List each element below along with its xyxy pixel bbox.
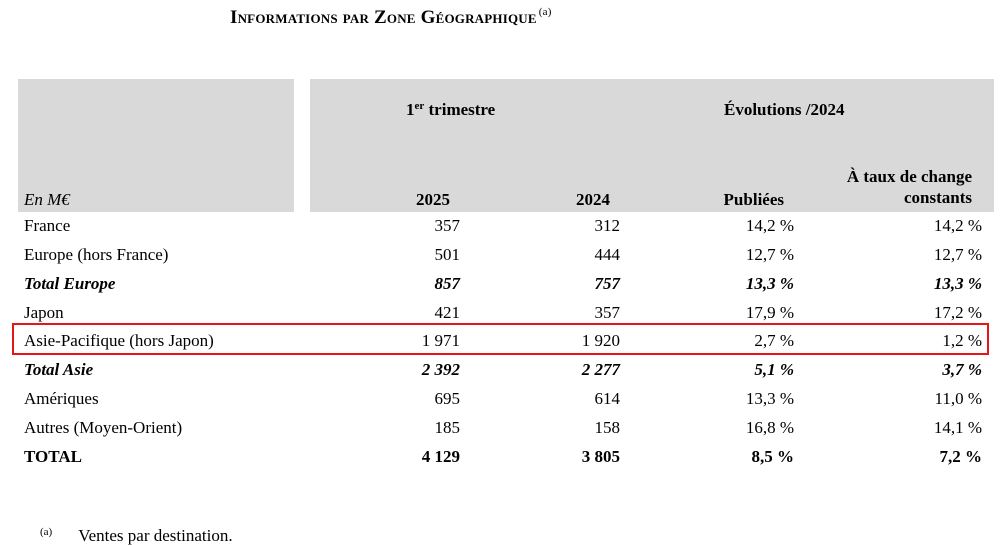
row-taux-constants: 17,2 %	[933, 303, 982, 322]
row-value-2025: 695	[434, 389, 461, 408]
footnote: (a) Ventes par destination.	[40, 526, 233, 545]
row-taux-constants: 7,2 %	[939, 447, 983, 466]
row-taux-constants: 12,7 %	[933, 245, 982, 264]
row-taux-constants: 13,3 %	[933, 274, 982, 293]
header-col-2024: 2024	[576, 190, 610, 209]
header-trimestre: 1er trimestre	[406, 100, 496, 119]
row-value-2025: 857	[434, 274, 461, 293]
row-value-2025: 185	[434, 418, 461, 437]
row-publiees: 8,5 %	[751, 447, 795, 466]
header-evolutions: Évolutions /2024	[724, 100, 845, 119]
row-label: France	[24, 216, 71, 235]
row-publiees: 14,2 %	[745, 216, 794, 235]
row-value-2025: 421	[434, 303, 461, 322]
row-label: Autres (Moyen-Orient)	[24, 418, 183, 437]
row-value-2024: 3 805	[581, 447, 620, 466]
row-value-2025: 501	[434, 245, 461, 264]
table-row-highlighted: Asie-Pacifique (hors Japon) 1 971 1 920 …	[18, 326, 994, 355]
row-value-2025: 357	[434, 216, 461, 235]
row-value-2024: 158	[594, 418, 621, 437]
row-value-2024: 1 920	[581, 331, 620, 350]
title-text: Informations par Zone Géographique	[230, 7, 537, 28]
row-publiees: 2,7 %	[754, 331, 794, 350]
row-label: Asie-Pacifique (hors Japon)	[24, 331, 214, 350]
row-value-2024: 444	[594, 245, 621, 264]
row-taux-constants: 3,7 %	[942, 360, 982, 379]
row-publiees: 17,9 %	[745, 303, 794, 322]
row-taux-constants: 1,2 %	[942, 331, 982, 350]
row-taux-constants: 14,2 %	[933, 216, 982, 235]
row-publiees: 16,8 %	[745, 418, 794, 437]
row-value-2025: 2 392	[421, 360, 460, 379]
row-label: Total Europe	[24, 274, 116, 293]
footnote-text: Ventes par destination.	[78, 526, 233, 545]
table-row: Autres (Moyen-Orient) 185 158 16,8 % 14,…	[18, 413, 994, 442]
table-row: France 357 312 14,2 % 14,2 %	[18, 211, 994, 240]
highlight-box	[12, 323, 989, 355]
title-note-mark: (a)	[538, 6, 552, 18]
row-value-2025: 4 129	[421, 447, 460, 466]
row-label: Amériques	[24, 389, 99, 408]
header-unit: En M€	[24, 190, 70, 209]
row-label: TOTAL	[24, 447, 82, 466]
row-label: Total Asie	[24, 360, 94, 379]
row-value-2024: 614	[594, 389, 621, 408]
header-col-2025: 2025	[416, 190, 450, 209]
table-row-total: TOTAL 4 129 3 805 8,5 % 7,2 %	[18, 442, 994, 471]
row-value-2024: 2 277	[581, 360, 620, 379]
row-value-2025: 1 971	[421, 331, 460, 350]
row-publiees: 12,7 %	[745, 245, 794, 264]
row-taux-constants: 14,1 %	[933, 418, 982, 437]
table-row: Europe (hors France) 501 444 12,7 % 12,7…	[18, 240, 994, 269]
table-row-subtotal: Total Europe 857 757 13,3 % 13,3 %	[18, 269, 994, 298]
row-label: Europe (hors France)	[24, 245, 169, 264]
row-taux-constants: 11,0 %	[934, 389, 982, 408]
row-publiees: 13,3 %	[745, 389, 794, 408]
table-row: Japon 421 357 17,9 % 17,2 %	[18, 298, 994, 327]
table-row: Amériques 695 614 13,3 % 11,0 %	[18, 384, 994, 413]
row-value-2024: 757	[594, 274, 621, 293]
header-shade-left	[18, 79, 294, 212]
row-value-2024: 312	[594, 216, 621, 235]
document-title: Informations par Zone Géographique (a)	[230, 6, 552, 29]
row-publiees: 13,3 %	[745, 274, 794, 293]
header-col-taux: À taux de change constants	[846, 167, 972, 207]
row-value-2024: 357	[594, 303, 621, 322]
footnote-mark: (a)	[40, 526, 53, 538]
header-col-publiees: Publiées	[723, 190, 784, 209]
header-shade-right	[310, 79, 994, 212]
row-publiees: 5,1 %	[754, 360, 794, 379]
row-label: Japon	[24, 303, 64, 322]
table-row-subtotal: Total Asie 2 392 2 277 5,1 % 3,7 %	[18, 355, 994, 384]
